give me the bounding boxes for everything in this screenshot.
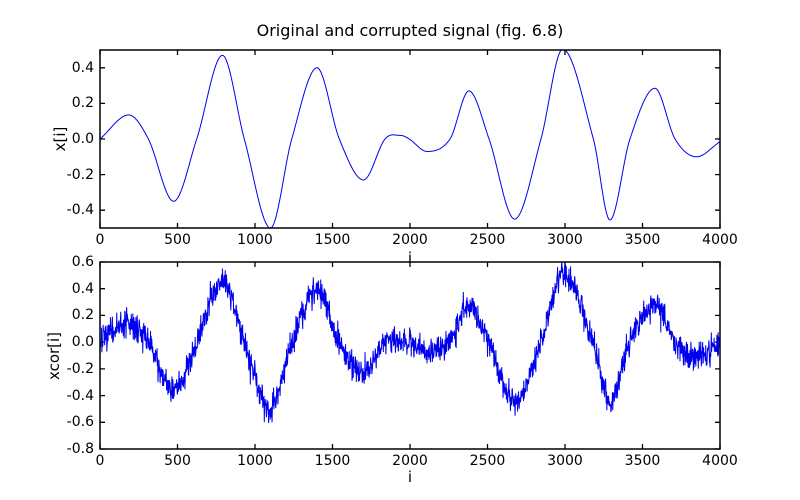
original-signal-line (100, 50, 720, 228)
plot2-frame (99, 261, 721, 450)
plot2-ytick-label: -0.6 (66, 414, 94, 431)
plot1-xtick-label: 3000 (547, 232, 583, 248)
plot1-frame (99, 49, 721, 229)
plot1-xtick-label: 3500 (624, 232, 661, 248)
plot1-xtick-label: 2000 (392, 232, 428, 248)
chart-title: Original and corrupted signal (fig. 6.8) (256, 21, 564, 40)
plot2-ytick-label: -0.2 (66, 360, 94, 377)
plot1-xtick-label: 4000 (702, 232, 738, 248)
plot2-xtick-label: 4000 (702, 453, 738, 469)
plot2-xtick-label: 3000 (547, 453, 583, 469)
plot1-xtick-label: 2500 (469, 232, 506, 248)
plot1-xlabel: i (407, 249, 413, 267)
plot1-ytick-label: 0.4 (71, 59, 94, 76)
plot2-xtick-label: 3500 (624, 453, 661, 469)
plot1-ytick-label: -0.2 (66, 166, 94, 183)
plot1-xtick-label: 0 (95, 232, 105, 248)
plot2-xtick-label: 1000 (237, 453, 273, 469)
corrupted-signal-line (100, 262, 720, 424)
subplot-original (99, 49, 721, 229)
plot2-ytick-label: -0.8 (66, 441, 94, 457)
plot2-xtick-label: 2500 (469, 453, 506, 469)
plot2-xtick-label: 1500 (314, 453, 351, 469)
plot2-ytick-label: 0.6 (71, 254, 94, 270)
plot2-ytick-label: 0.4 (71, 280, 94, 297)
plot1-ytick-label: 0.2 (71, 95, 94, 112)
plot2-ytick-label: 0.0 (71, 334, 94, 351)
plot1-xtick-label: 500 (164, 232, 191, 248)
plot2-xtick-label: 0 (95, 453, 105, 469)
plot1-xtick-label: 1500 (314, 232, 351, 248)
plot1-ytick-label: 0.0 (71, 131, 94, 147)
plot1-ytick-label: -0.4 (66, 202, 94, 219)
subplot-corrupted (99, 261, 721, 450)
plot2-ytick-label: 0.2 (71, 307, 94, 324)
plot1-xtick-label: 1000 (237, 232, 273, 248)
plot2-ytick-label: -0.4 (66, 387, 94, 404)
plot2-xtick-label: 2000 (392, 453, 428, 469)
plot2-xtick-label: 500 (164, 453, 191, 469)
plot2-xlabel: i (407, 468, 413, 486)
